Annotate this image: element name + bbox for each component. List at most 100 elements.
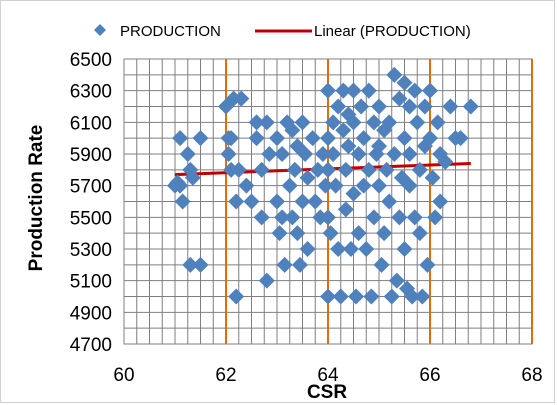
data-point <box>182 256 199 273</box>
data-point <box>335 82 352 99</box>
data-point <box>424 169 441 186</box>
data-point <box>320 288 336 305</box>
data-point <box>294 114 311 131</box>
data-point <box>429 114 446 131</box>
data-point <box>289 225 306 242</box>
data-point <box>228 193 245 210</box>
data-point <box>281 177 298 194</box>
data-point <box>258 272 275 289</box>
data-point <box>294 193 311 210</box>
data-point <box>179 146 196 162</box>
data-point <box>320 130 336 147</box>
data-point <box>269 130 285 147</box>
legend-label-production: PRODUCTION <box>120 23 221 40</box>
y-axis-title: Production Rate <box>26 125 47 272</box>
data-point <box>330 98 347 115</box>
data-point <box>360 82 377 99</box>
data-point <box>355 130 372 147</box>
data-point <box>335 122 352 139</box>
data-point <box>396 74 413 91</box>
y-tick-label-5900: 5900 <box>70 145 112 166</box>
data-point <box>371 98 387 115</box>
data-point <box>345 82 362 99</box>
data-point <box>184 169 201 186</box>
data-point <box>401 146 418 162</box>
data-point <box>223 130 240 147</box>
data-point <box>299 169 316 186</box>
data-point <box>427 209 444 226</box>
x-tick-label-62: 62 <box>215 365 236 386</box>
y-axis-tick-labels: 4700 4900 5100 5300 5500 5700 5900 6100 6300 6500 <box>70 50 112 356</box>
data-point <box>350 146 367 162</box>
data-point <box>462 98 479 115</box>
data-point <box>381 114 398 131</box>
data-point <box>345 185 362 202</box>
data-point <box>437 153 454 170</box>
x-tick-label-66: 66 <box>419 365 440 386</box>
data-point <box>365 114 382 131</box>
data-point <box>381 193 398 210</box>
data-point <box>286 161 303 178</box>
data-point <box>422 130 438 147</box>
data-point <box>253 209 270 226</box>
data-point <box>327 177 344 194</box>
data-point <box>376 225 393 242</box>
y-tick-label-5700: 5700 <box>70 177 112 198</box>
data-point <box>276 256 293 273</box>
data-point <box>220 146 237 162</box>
data-point <box>396 241 413 257</box>
data-point <box>172 130 189 147</box>
x-tick-label-68: 68 <box>521 365 542 386</box>
data-point <box>353 98 370 115</box>
data-point <box>442 98 459 115</box>
data-point <box>253 161 270 178</box>
data-point <box>248 114 265 131</box>
y-tick-label-5300: 5300 <box>70 240 112 261</box>
data-points <box>167 66 479 305</box>
legend-label-linear: Linear (PRODUCTION) <box>314 23 471 40</box>
data-point <box>307 193 324 210</box>
data-point <box>391 90 408 107</box>
data-point <box>406 82 423 99</box>
data-point <box>419 256 436 273</box>
data-point <box>371 138 387 155</box>
legend-marker-production <box>94 24 106 36</box>
data-point <box>378 161 395 178</box>
data-point <box>406 209 423 226</box>
data-point <box>172 177 189 194</box>
data-point <box>192 256 209 273</box>
y-tick-label-4700: 4700 <box>70 335 112 356</box>
data-point <box>345 114 362 131</box>
data-point <box>373 256 390 273</box>
data-point <box>422 82 438 99</box>
data-point <box>258 114 275 131</box>
data-point <box>401 98 418 115</box>
data-point <box>391 209 408 226</box>
data-point <box>317 177 334 194</box>
x-axis-tick-labels: 60 62 64 66 68 <box>113 365 542 386</box>
data-point <box>332 288 349 305</box>
data-point <box>414 288 431 305</box>
data-point <box>363 288 380 305</box>
data-point <box>299 241 316 257</box>
data-point <box>174 193 191 210</box>
data-point <box>337 201 354 218</box>
data-point <box>314 146 331 162</box>
data-point <box>452 130 469 147</box>
data-point <box>355 177 372 194</box>
data-point <box>330 241 347 257</box>
y-tick-label-6500: 6500 <box>70 50 112 71</box>
data-point <box>383 288 400 305</box>
y-tick-label-5100: 5100 <box>70 272 112 293</box>
data-point <box>228 288 245 305</box>
data-point <box>248 130 265 147</box>
data-point <box>320 82 336 99</box>
data-point <box>340 138 357 155</box>
data-point <box>230 161 247 178</box>
data-point <box>325 114 342 131</box>
data-point <box>365 209 382 226</box>
data-point <box>388 272 405 289</box>
data-point <box>238 177 255 194</box>
data-point <box>269 193 285 210</box>
